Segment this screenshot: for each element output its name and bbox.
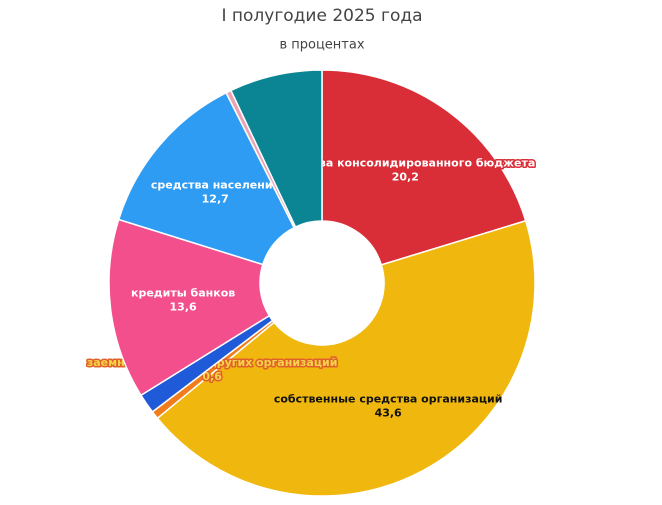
donut-segment — [321, 69, 527, 266]
segment-label: кредиты банков — [131, 287, 235, 300]
segment-value: 12,7 — [202, 192, 229, 205]
segment-value: 0,6 — [202, 370, 222, 383]
donut-segment — [108, 218, 271, 397]
segment-label: собственные средства организаций — [274, 392, 503, 405]
segment-value: 13,6 — [170, 301, 197, 314]
donut-segment — [156, 219, 536, 497]
segment-value: 43,6 — [375, 406, 402, 419]
segment-label: средства населения — [151, 178, 280, 191]
segment-label: средства консолидированного бюджета — [275, 156, 535, 169]
segment-value: 20,2 — [392, 170, 419, 183]
donut-segment — [229, 69, 323, 228]
chart-subtitle: в процентах — [279, 38, 364, 53]
chart-title: I полугодие 2025 года — [221, 6, 422, 26]
donut-segment — [117, 91, 296, 266]
